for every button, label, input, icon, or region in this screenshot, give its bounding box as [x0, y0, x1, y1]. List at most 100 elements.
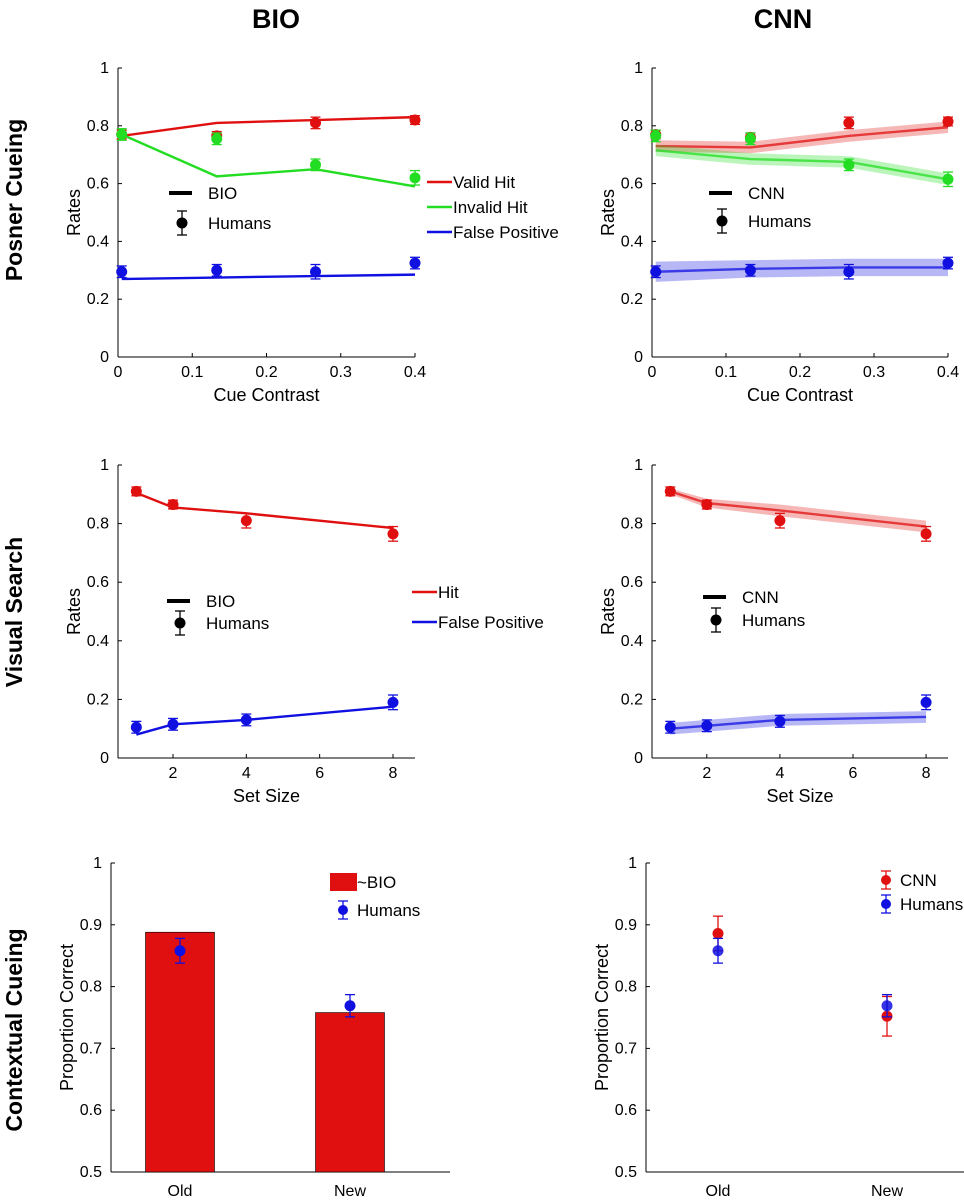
- human-data-point: [387, 696, 399, 708]
- series-legend-label: False Positive: [438, 613, 544, 632]
- human-data-point: [881, 1000, 893, 1012]
- x-category-label: New: [334, 1183, 366, 1200]
- y-axis-label: Rates: [598, 189, 618, 236]
- human-data-point: [843, 266, 855, 278]
- row-title-search: Visual Search: [1, 537, 27, 687]
- x-tick-label: 2: [169, 765, 178, 782]
- y-tick-label: 0.8: [80, 979, 102, 996]
- legend-model-label: CNN: [742, 588, 779, 607]
- x-tick-label: 0.1: [715, 364, 737, 381]
- x-axis-label: Set Size: [233, 786, 300, 806]
- search-bio-chart: 0 0.2 0.4 0.6 0.8 1 2 4 6 8 Set Size Rates BIO Humans…: [64, 457, 544, 806]
- human-data-point: [712, 945, 724, 957]
- human-data-point: [130, 485, 142, 497]
- human-data-point: [310, 159, 322, 171]
- legend-point: [881, 899, 891, 909]
- y-tick-label: 1: [634, 457, 643, 474]
- legend-label: Humans: [900, 895, 963, 914]
- model-series-line: [121, 115, 416, 138]
- model-series-line: [655, 126, 949, 149]
- y-tick-label: 0.7: [80, 1040, 102, 1057]
- x-tick-label: 8: [389, 765, 398, 782]
- model-bar: [315, 1012, 385, 1173]
- model-series-line: [121, 133, 416, 188]
- human-data-point: [664, 485, 676, 497]
- posner-bio-chart: 0 0.2 0.4 0.6 0.8 1 0 0.1 0.2 0.3 0.4 Cue Contrast R…: [64, 60, 559, 405]
- x-tick-label: 6: [315, 765, 324, 782]
- legend-point: [881, 875, 891, 885]
- y-tick-label: 0.2: [621, 291, 643, 308]
- x-tick-label: 0.4: [937, 364, 959, 381]
- model-bar: [145, 931, 215, 1173]
- y-tick-label: 0: [634, 750, 643, 767]
- y-axis-label: Rates: [64, 189, 84, 236]
- model-uncertainty-band: [670, 488, 927, 533]
- human-data-point: [240, 515, 252, 527]
- human-data-point: [116, 266, 128, 278]
- legend-human-label: Humans: [742, 611, 805, 630]
- model-data-point: [712, 927, 724, 939]
- y-axis-label: Proportion Correct: [57, 944, 77, 1091]
- human-data-point: [920, 528, 932, 540]
- y-tick-label: 0.4: [87, 233, 109, 250]
- x-tick-label: 0.2: [255, 364, 277, 381]
- human-data-point: [920, 696, 932, 708]
- human-data-point: [409, 172, 421, 184]
- x-tick-label: 6: [849, 765, 858, 782]
- y-tick-label: 0.6: [80, 1102, 102, 1119]
- y-tick-label: 0.5: [615, 1164, 637, 1181]
- human-data-point: [409, 257, 421, 269]
- y-tick-label: 0.8: [621, 516, 643, 533]
- legend-human-label: Humans: [208, 214, 271, 233]
- legend-human-point: [174, 617, 186, 629]
- row-title-posner: Posner Cueing: [1, 119, 27, 281]
- human-data-point: [843, 117, 855, 129]
- x-tick-label: 4: [775, 765, 784, 782]
- x-tick-label: 0: [648, 364, 657, 381]
- y-tick-label: 0: [634, 349, 643, 366]
- human-data-point: [130, 721, 142, 733]
- human-data-point: [409, 114, 421, 126]
- model-uncertainty-band: [655, 121, 948, 154]
- y-tick-label: 0.8: [621, 118, 643, 135]
- legend-human-label: Humans: [748, 212, 811, 231]
- human-data-point: [116, 128, 128, 140]
- x-tick-label: 8: [922, 765, 931, 782]
- column-title-cnn: CNN: [754, 4, 813, 34]
- y-tick-label: 0.6: [615, 1102, 637, 1119]
- human-data-point: [942, 115, 954, 127]
- model-uncertainty-band: [670, 711, 927, 735]
- chart-panels: 0 0.2 0.4 0.6 0.8 1 0 0.1 0.2 0.3 0.4 Cue Contrast R…: [57, 60, 964, 1200]
- x-tick-label: 0.1: [181, 364, 203, 381]
- model-series-line: [655, 266, 948, 273]
- y-axis-label: Rates: [64, 588, 84, 635]
- y-tick-label: 0.8: [615, 979, 637, 996]
- y-tick-label: 0.6: [621, 176, 643, 193]
- human-data-point: [310, 117, 322, 129]
- legend-human-point: [176, 217, 188, 229]
- legend-human-point: [716, 215, 728, 227]
- y-tick-label: 0.2: [87, 691, 109, 708]
- context-bio-chart: 0.5 0.6 0.7 0.8 0.9 1 Proportion Correct Old New…: [57, 855, 450, 1200]
- legend-human-point: [710, 614, 722, 626]
- y-axis-label: Proportion Correct: [592, 944, 612, 1091]
- y-tick-label: 0.9: [80, 917, 102, 934]
- legend-human-label: Humans: [206, 614, 269, 633]
- x-tick-label: 0.4: [404, 364, 426, 381]
- y-tick-label: 0.2: [621, 691, 643, 708]
- y-tick-label: 0.8: [87, 516, 109, 533]
- y-tick-label: 0.4: [621, 233, 643, 250]
- human-data-point: [650, 130, 662, 142]
- row-title-context: Contextual Cueing: [1, 928, 27, 1131]
- x-tick-label: 0: [114, 364, 123, 381]
- y-tick-label: 0.4: [621, 633, 643, 650]
- human-data-point: [650, 266, 662, 278]
- human-data-point: [211, 264, 223, 276]
- series-legend-label: Hit: [438, 583, 459, 602]
- column-title-bio: BIO: [252, 4, 300, 34]
- x-axis-label: Set Size: [766, 786, 833, 806]
- model-series-line: [669, 490, 927, 528]
- human-data-point: [774, 515, 786, 527]
- y-tick-label: 0.8: [87, 118, 109, 135]
